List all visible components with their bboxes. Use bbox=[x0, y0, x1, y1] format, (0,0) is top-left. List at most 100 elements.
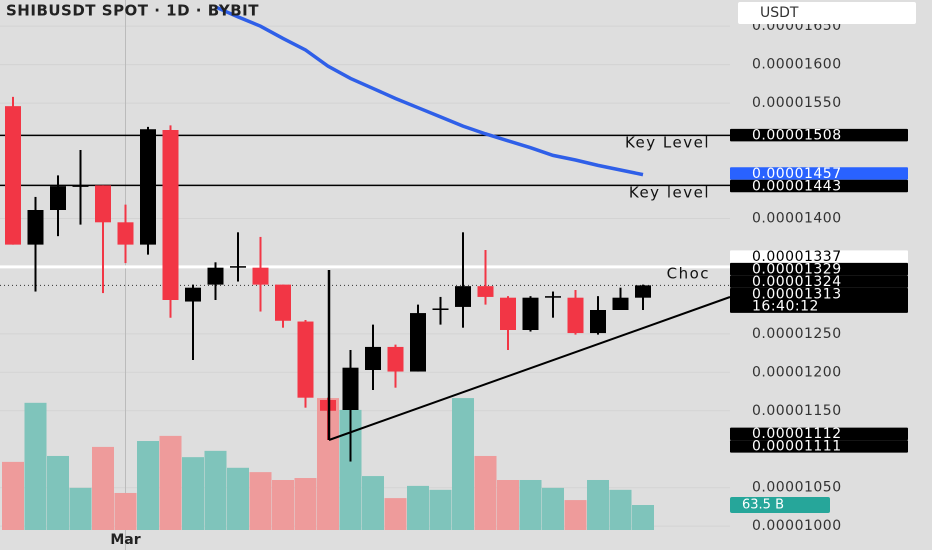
currency-box bbox=[738, 2, 916, 24]
candle-body bbox=[342, 367, 359, 410]
candle-body bbox=[207, 267, 224, 285]
volume-bar bbox=[227, 467, 249, 530]
volume-bar bbox=[137, 441, 159, 530]
volume-bar bbox=[587, 479, 609, 530]
price-label: 0.00001443 bbox=[752, 178, 842, 194]
volume-bar bbox=[182, 457, 204, 530]
volume-bar bbox=[339, 409, 362, 530]
volume-bar bbox=[159, 435, 182, 530]
volume-bar bbox=[272, 479, 294, 530]
price-label: 0.00001508 bbox=[752, 127, 842, 143]
candles bbox=[5, 96, 651, 462]
candle-body bbox=[590, 310, 606, 334]
volume-bar bbox=[249, 472, 272, 530]
y-tick-label: 0.00001150 bbox=[752, 403, 842, 419]
volume-bar bbox=[69, 487, 92, 530]
volume-bar bbox=[47, 455, 69, 530]
volume-bar bbox=[609, 489, 632, 530]
candle-body bbox=[500, 297, 516, 330]
volume-bar bbox=[632, 504, 654, 530]
price-label-box bbox=[730, 440, 908, 453]
volume-bar bbox=[2, 461, 24, 530]
volume-bar bbox=[384, 498, 407, 530]
volume-bar bbox=[407, 485, 429, 530]
candle-body bbox=[410, 313, 426, 372]
annotation: Key level bbox=[629, 184, 710, 202]
volume-bar bbox=[564, 500, 587, 530]
volume-bar bbox=[452, 398, 474, 530]
volume-label: 63.5 B bbox=[742, 497, 784, 512]
candle-body bbox=[117, 222, 134, 245]
candle-body bbox=[455, 286, 471, 307]
annotation: Choc bbox=[667, 265, 710, 283]
x-tick-label: Mar bbox=[110, 532, 140, 548]
price-label: 0.00001337 bbox=[752, 249, 842, 265]
candle-body bbox=[567, 297, 584, 334]
price-label: 0.00001324 bbox=[752, 274, 842, 290]
moving-average bbox=[214, 5, 644, 177]
volume-bar bbox=[542, 487, 564, 530]
price-label-box bbox=[730, 179, 908, 193]
volume-label-box bbox=[730, 496, 830, 513]
price-label-box bbox=[730, 275, 908, 288]
y-tick-label: 0.00001050 bbox=[752, 480, 842, 496]
price-label-box bbox=[730, 128, 908, 142]
volume-bar bbox=[362, 476, 384, 530]
price-label-box bbox=[730, 427, 908, 441]
volume-bar bbox=[497, 479, 519, 530]
candle-body bbox=[432, 308, 449, 310]
y-tick-label: 0.00001200 bbox=[752, 364, 842, 380]
price-label-box bbox=[730, 262, 908, 276]
candle-body bbox=[275, 284, 291, 321]
price-label: 0.00001111 bbox=[752, 439, 842, 455]
candle-body bbox=[252, 267, 269, 285]
volume-pane bbox=[2, 398, 654, 530]
volume-bar bbox=[317, 398, 339, 530]
candle-body bbox=[185, 287, 201, 302]
candle-body bbox=[95, 185, 111, 223]
candle-body bbox=[72, 185, 89, 187]
volume-bar bbox=[204, 450, 227, 530]
candle-body bbox=[297, 321, 314, 398]
y-tick-label: 0.00001400 bbox=[752, 210, 842, 226]
candle-body bbox=[5, 106, 21, 245]
y-tick-label: 0.00001600 bbox=[752, 57, 842, 73]
price-label: 0.00001313 bbox=[752, 286, 842, 302]
volume-bar bbox=[294, 478, 317, 530]
volume-bar bbox=[429, 489, 452, 530]
price-label: 0.00001329 bbox=[752, 261, 842, 277]
y-tick-label: 0.00001000 bbox=[752, 518, 842, 534]
candle-body bbox=[140, 129, 156, 245]
levels bbox=[0, 134, 730, 286]
volume-bar bbox=[474, 455, 497, 530]
price-label-box bbox=[730, 167, 908, 180]
volume-bar bbox=[519, 479, 542, 530]
candle-body bbox=[50, 186, 66, 210]
candle-body bbox=[162, 130, 179, 300]
countdown: 16:40:12 bbox=[752, 298, 819, 314]
candle-body bbox=[477, 286, 494, 297]
candle-body bbox=[635, 285, 651, 298]
annotation: Key Level bbox=[625, 134, 710, 152]
candle-body bbox=[545, 296, 561, 298]
volume-bar bbox=[92, 446, 114, 530]
volume-bar bbox=[114, 492, 137, 530]
trendline bbox=[328, 296, 731, 441]
y-tick-label: 0.00001550 bbox=[752, 95, 842, 111]
chart-title: SHIBUSDT SPOT · 1D · BYBIT bbox=[6, 2, 259, 20]
price-label: 0.00001112 bbox=[752, 426, 842, 442]
currency: USDT bbox=[760, 5, 799, 21]
price-label: 0.00001457 bbox=[752, 166, 842, 182]
y-tick-label: 0.00001250 bbox=[752, 326, 842, 342]
candle-body bbox=[612, 297, 629, 310]
price-label-box bbox=[730, 250, 908, 263]
candle-body bbox=[522, 297, 539, 330]
price-label-box bbox=[730, 287, 908, 313]
ma-layer bbox=[214, 5, 644, 177]
volume-bar bbox=[24, 402, 47, 530]
candle-body bbox=[365, 346, 381, 370]
candle-body bbox=[230, 266, 246, 268]
candle-body bbox=[27, 210, 44, 245]
candle-body bbox=[387, 346, 404, 372]
